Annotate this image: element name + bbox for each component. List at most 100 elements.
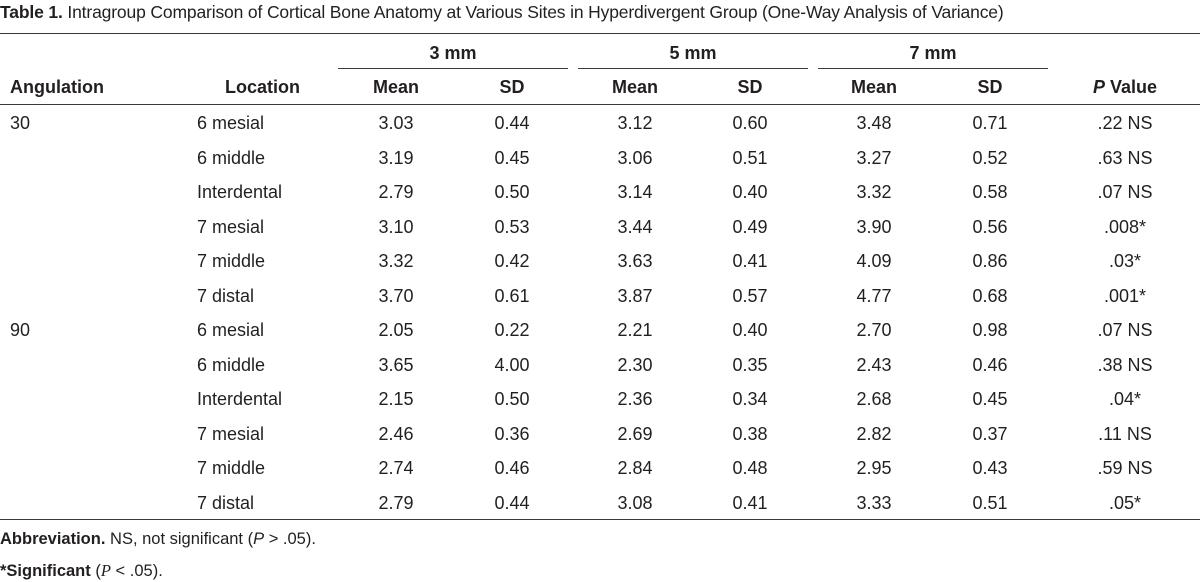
- header-p-italic: P: [1092, 77, 1105, 97]
- cell-p-value: .07 NS: [1097, 182, 1153, 202]
- abbreviation-text-2: > .05).: [264, 530, 316, 548]
- cell-location: 7 distal: [197, 286, 255, 306]
- header-p-rest: Value: [1104, 77, 1158, 97]
- abbreviation-p: P: [253, 530, 265, 548]
- cell-mean-5mm: 3.12: [617, 113, 653, 133]
- cell-angulation: 90: [10, 320, 31, 340]
- cell-mean-7mm: 2.95: [856, 458, 892, 478]
- table-caption: Table 1. Intragroup Comparison of Cortic…: [0, 0, 1200, 26]
- cell-sd-3mm: 0.45: [494, 148, 530, 168]
- cell-sd-5mm: 0.41: [732, 493, 768, 513]
- cell-sd-5mm: 0.51: [732, 148, 768, 168]
- cell-mean-3mm: 3.03: [378, 113, 414, 133]
- abbreviation-text-1: NS, not significant (: [105, 530, 254, 548]
- cell-sd-3mm: 4.00: [494, 355, 530, 375]
- cell-mean-7mm: 2.43: [856, 355, 892, 375]
- header-sd-5mm: SD: [737, 77, 763, 97]
- cell-mean-3mm: 3.65: [378, 355, 414, 375]
- cell-sd-3mm: 0.50: [494, 389, 530, 409]
- bottom-rule: [0, 519, 1200, 520]
- cell-p-value: .22 NS: [1097, 113, 1153, 133]
- cell-mean-7mm: 3.48: [856, 113, 892, 133]
- cell-mean-3mm: 2.79: [378, 182, 414, 202]
- cell-p-value: .63 NS: [1097, 148, 1153, 168]
- cell-mean-3mm: 2.15: [378, 389, 414, 409]
- table-label: Table 1.: [0, 2, 63, 22]
- cell-location: Interdental: [197, 182, 283, 202]
- cell-mean-7mm: 3.27: [856, 148, 892, 168]
- cell-location: 7 mesial: [197, 424, 265, 444]
- cell-sd-7mm: 0.68: [972, 286, 1008, 306]
- cell-mean-5mm: 2.30: [617, 355, 653, 375]
- cell-sd-7mm: 0.71: [972, 113, 1008, 133]
- cell-mean-7mm: 4.09: [856, 251, 892, 271]
- significant-label: *Significant: [0, 562, 91, 580]
- cell-sd-3mm: 0.61: [494, 286, 530, 306]
- group-rule-7mm: [818, 68, 1048, 69]
- cell-sd-5mm: 0.49: [732, 217, 768, 237]
- cell-sd-5mm: 0.48: [732, 458, 768, 478]
- cell-p-value: .04*: [1108, 389, 1142, 409]
- cell-mean-3mm: 2.46: [378, 424, 414, 444]
- cell-mean-7mm: 3.32: [856, 182, 892, 202]
- cell-sd-7mm: 0.51: [972, 493, 1008, 513]
- cell-sd-7mm: 0.58: [972, 182, 1008, 202]
- cell-sd-5mm: 0.40: [732, 182, 768, 202]
- cell-mean-3mm: 3.10: [378, 217, 414, 237]
- cell-sd-5mm: 0.60: [732, 113, 768, 133]
- cell-angulation: 30: [10, 113, 31, 133]
- cell-sd-5mm: 0.41: [732, 251, 768, 271]
- cell-p-value: .07 NS: [1097, 320, 1153, 340]
- header-p-value: P Value: [1065, 76, 1185, 98]
- header-mean-7mm: Mean: [850, 77, 897, 97]
- header-angulation: Angulation: [10, 77, 104, 97]
- abbreviation-label: Abbreviation.: [0, 530, 106, 548]
- cell-angulation: [10, 492, 70, 514]
- cell-sd-5mm: 0.40: [732, 320, 768, 340]
- cell-mean-5mm: 3.87: [617, 286, 653, 306]
- header-rule: [0, 104, 1200, 105]
- cell-angulation: [10, 388, 70, 410]
- cell-mean-5mm: 2.69: [617, 424, 653, 444]
- cell-angulation: [10, 423, 70, 445]
- group-header-3mm: 3 mm: [429, 43, 477, 63]
- cell-mean-5mm: 3.44: [617, 217, 653, 237]
- header-sd-7mm: SD: [977, 77, 1003, 97]
- cell-sd-7mm: 0.98: [972, 320, 1008, 340]
- footnote-significant: *Significant (P < .05).: [0, 560, 163, 582]
- cell-location: 7 middle: [197, 251, 266, 271]
- cell-sd-3mm: 0.22: [494, 320, 530, 340]
- cell-sd-7mm: 0.46: [972, 355, 1008, 375]
- cell-mean-5mm: 3.06: [617, 148, 653, 168]
- significant-text-2: < .05).: [110, 562, 163, 580]
- cell-p-value: .38 NS: [1097, 355, 1153, 375]
- cell-location: 7 distal: [197, 493, 255, 513]
- cell-mean-3mm: 3.32: [378, 251, 414, 271]
- cell-location: 7 mesial: [197, 217, 265, 237]
- cell-location: 6 middle: [197, 355, 266, 375]
- cell-sd-5mm: 0.34: [732, 389, 768, 409]
- cell-mean-3mm: 3.70: [378, 286, 414, 306]
- cell-angulation: [10, 181, 70, 203]
- cell-sd-5mm: 0.35: [732, 355, 768, 375]
- cell-mean-3mm: 2.79: [378, 493, 414, 513]
- cell-mean-3mm: 2.74: [378, 458, 414, 478]
- cell-p-value: .05*: [1108, 493, 1142, 513]
- cell-mean-5mm: 2.84: [617, 458, 653, 478]
- cell-angulation: [10, 354, 70, 376]
- cell-mean-7mm: 4.77: [856, 286, 892, 306]
- cell-mean-7mm: 2.70: [856, 320, 892, 340]
- cell-p-value: .59 NS: [1097, 458, 1153, 478]
- cell-p-value: .008*: [1103, 217, 1147, 237]
- cell-sd-7mm: 0.43: [972, 458, 1008, 478]
- cell-p-value: .03*: [1108, 251, 1142, 271]
- cell-mean-5mm: 3.08: [617, 493, 653, 513]
- cell-sd-3mm: 0.53: [494, 217, 530, 237]
- cell-mean-7mm: 3.90: [856, 217, 892, 237]
- cell-angulation: [10, 457, 70, 479]
- cell-location: Interdental: [197, 389, 283, 409]
- cell-sd-5mm: 0.38: [732, 424, 768, 444]
- cell-p-value: .11 NS: [1098, 424, 1152, 444]
- header-mean-3mm: Mean: [372, 77, 419, 97]
- footnote-abbreviation: Abbreviation. NS, not significant (P > .…: [0, 528, 316, 550]
